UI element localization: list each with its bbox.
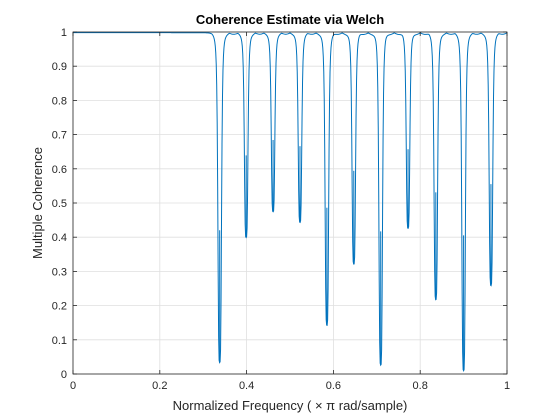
x-tick-label: 0 [70, 380, 76, 392]
y-tick-label: 0.6 [52, 164, 67, 176]
y-tick-label: 0.1 [52, 335, 67, 347]
y-tick-label: 0.7 [52, 130, 67, 142]
y-tick-label: 0.9 [52, 61, 67, 73]
x-tick-label: 0.6 [326, 380, 341, 392]
x-axis-ticks: 0 0.2 0.4 0.6 0.8 1 [70, 32, 510, 392]
x-tick-label: 1 [504, 380, 510, 392]
y-tick-label: 0.2 [52, 301, 67, 313]
x-tick-label: 0.8 [413, 380, 428, 392]
x-tick-label: 0.2 [152, 380, 167, 392]
x-axis-label: Normalized Frequency ( × π rad/sample) [173, 398, 408, 413]
y-tick-label: 0.4 [52, 232, 67, 244]
y-tick-label: 1 [61, 27, 67, 39]
y-tick-label: 0.8 [52, 95, 67, 107]
x-tick-label: 0.4 [239, 380, 254, 392]
y-tick-label: 0.3 [52, 266, 67, 278]
y-tick-label: 0 [61, 369, 67, 381]
chart-title: Coherence Estimate via Welch [196, 12, 384, 27]
y-axis-ticks: 0 0.1 0.2 0.3 0.4 0.5 0.6 0.7 0.8 0.9 1 [52, 27, 507, 381]
y-tick-label: 0.5 [52, 198, 67, 210]
y-axis-label: Multiple Coherence [30, 147, 45, 259]
coherence-series-line [73, 32, 508, 372]
